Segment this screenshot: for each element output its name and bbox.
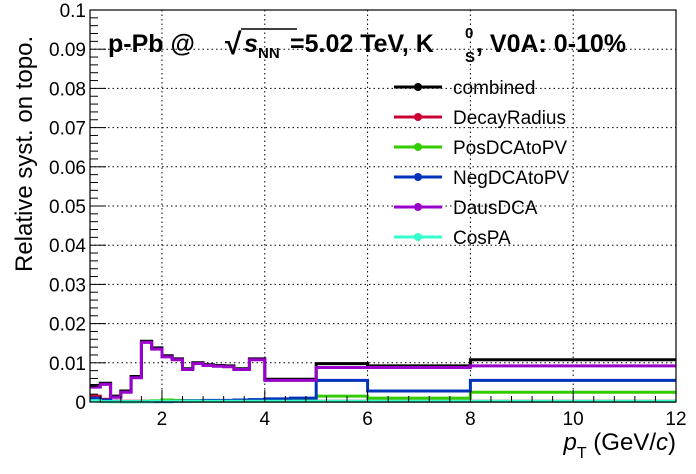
title-k-sub: S xyxy=(465,49,475,66)
legend-label-decayradius: DecayRadius xyxy=(453,108,566,129)
legend-label-negdcatopv: NegDCAtoPV xyxy=(453,168,569,189)
y-tick-label: 0.09 xyxy=(49,40,86,61)
x-axis-label-unit-open: (GeV/ xyxy=(587,429,657,456)
legend-label-dausdca: DausDCA xyxy=(453,198,538,219)
legend-label-cospa: CosPA xyxy=(453,228,511,249)
y-axis-label: Relative syst. on topo. xyxy=(11,36,38,272)
y-tick-label: 0.05 xyxy=(49,197,86,218)
y-tick-label: 0 xyxy=(75,393,86,414)
title-s: s xyxy=(244,30,258,58)
x-tick-label: 2 xyxy=(157,409,168,430)
chart-title: p-Pb @ xyxy=(108,30,195,58)
axis-ticks xyxy=(90,9,677,403)
y-tick-label: 0.06 xyxy=(49,158,86,179)
title-post: , V0A: 0-10% xyxy=(476,30,626,58)
title-energy: =5.02 TeV, K xyxy=(290,30,434,58)
x-tick-label: 12 xyxy=(665,409,686,430)
x-tick-label: 4 xyxy=(259,409,270,430)
y-tick-label: 0.07 xyxy=(49,119,86,140)
title-nn: NN xyxy=(258,45,280,62)
y-tick-label: 0.1 xyxy=(60,1,86,22)
y-tick-label: 0.02 xyxy=(49,315,86,336)
x-tick-label: 8 xyxy=(465,409,476,430)
y-tick-label: 0.08 xyxy=(49,79,86,100)
title-sqrt: √ xyxy=(225,28,242,61)
x-axis-label-sub: T xyxy=(577,445,587,462)
grid xyxy=(90,10,676,402)
legend-marker-dausdca xyxy=(414,203,422,211)
legend-label-posdcatopv: PosDCAtoPV xyxy=(453,138,567,159)
title-pre: p-Pb @ xyxy=(108,30,195,58)
legend-marker-posdcatopv xyxy=(414,143,422,151)
series-line-dausdca xyxy=(90,340,676,399)
y-tick-label: 0.01 xyxy=(49,354,86,375)
legend: combined DecayRadius PosDCAtoPV NegDCAtoPV D… xyxy=(394,78,569,249)
title-k-sup: 0 xyxy=(465,25,473,42)
x-axis-label-c: c xyxy=(656,429,668,456)
tick-labels: 2 4 6 8 10 12 0 0.01 0.02 0.03 0.04 0.05 0.06 0.07 0.0… xyxy=(49,1,687,430)
x-axis-label-p: p xyxy=(563,429,577,456)
y-tick-label: 0.04 xyxy=(49,236,86,257)
x-axis-label-unit-close: ) xyxy=(668,429,676,456)
x-axis-label: pT (GeV/c) xyxy=(563,429,677,462)
x-tick-label: 10 xyxy=(563,409,584,430)
legend-marker-decayradius xyxy=(414,113,422,121)
x-tick-label: 6 xyxy=(362,409,373,430)
legend-marker-combined xyxy=(414,83,422,91)
y-tick-label: 0.03 xyxy=(49,275,86,296)
legend-label-combined: combined xyxy=(453,78,535,99)
legend-marker-negdcatopv xyxy=(414,173,422,181)
legend-marker-cospa xyxy=(414,233,422,241)
